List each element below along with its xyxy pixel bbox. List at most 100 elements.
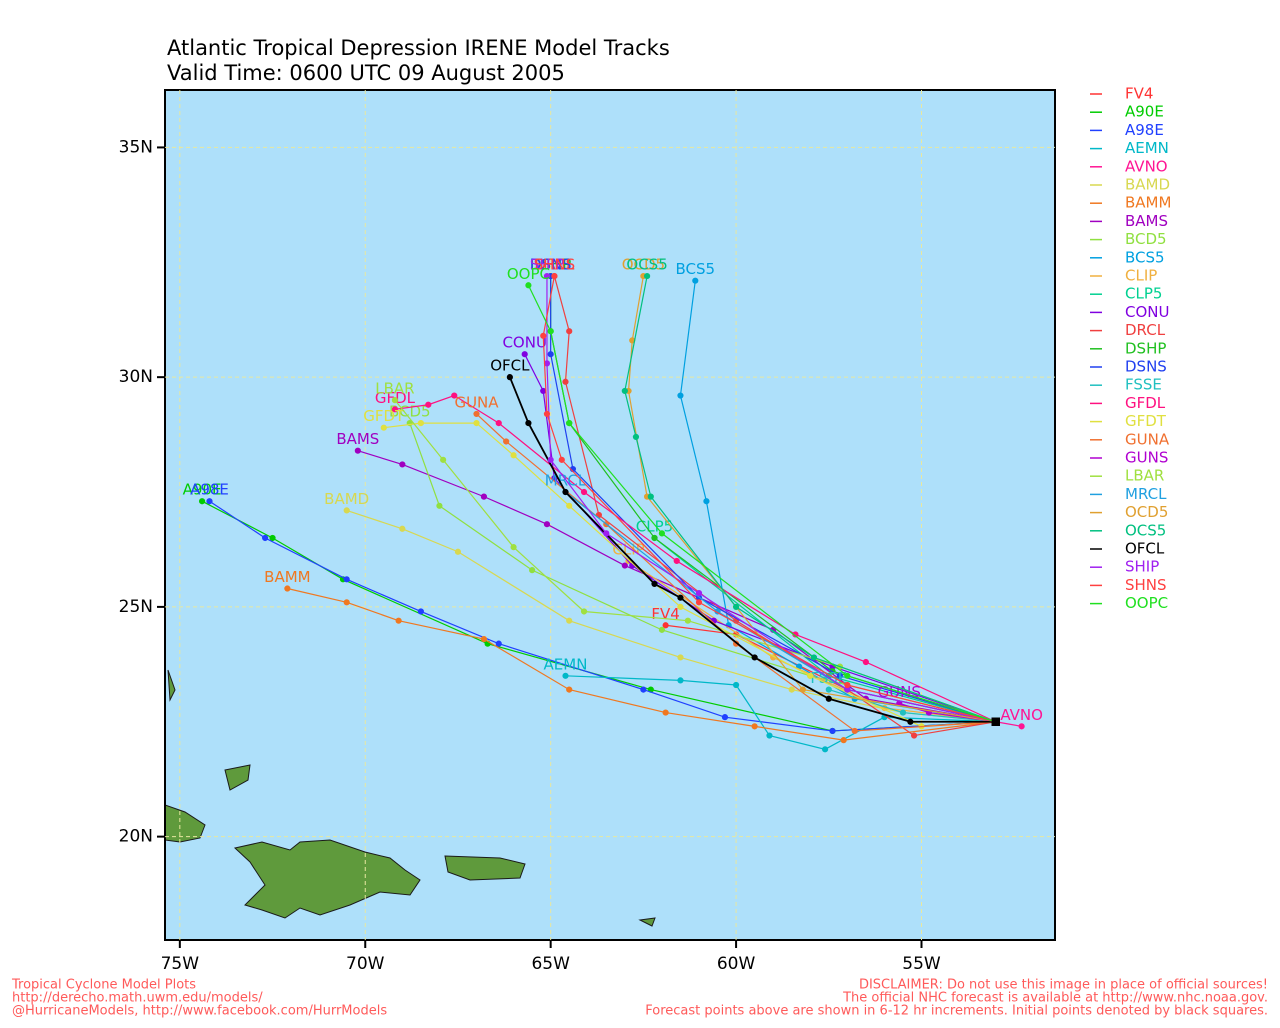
legend-label: MRCL [1125, 485, 1167, 503]
track-label: BAMD [324, 490, 369, 508]
track-point [380, 424, 387, 431]
track-point [562, 488, 569, 496]
footer: The official NHC forecast is available a… [842, 991, 1268, 1006]
track-label: OCS5 [626, 256, 667, 274]
track-point [732, 603, 740, 610]
track-point [547, 328, 554, 335]
track [343, 507, 1000, 726]
initial-point [991, 717, 1000, 726]
track-point [284, 585, 291, 592]
chart-title: Atlantic Tropical Depression IRENE Model… [167, 36, 670, 60]
legend-label: A90E [1125, 103, 1164, 121]
track-point [721, 714, 729, 721]
track-point [399, 525, 406, 532]
legend-label: FSSE [1125, 376, 1162, 394]
legend-label: GUNA [1125, 430, 1170, 448]
legend-label: A98E [1125, 121, 1164, 139]
track-label: LBAR [375, 380, 414, 398]
track-point [562, 378, 569, 385]
track-point [495, 420, 502, 427]
track-point [677, 654, 684, 661]
footer: http://derecho.math.uwm.edu/models/ [12, 991, 263, 1006]
island [167, 669, 176, 702]
track-point [677, 603, 684, 610]
track-point [540, 387, 547, 395]
track-point [751, 654, 758, 661]
track-point [1018, 723, 1025, 730]
legend-label: AVNO [1125, 157, 1168, 175]
track-point [643, 272, 651, 280]
hispaniola [233, 839, 421, 919]
track-point [677, 594, 684, 601]
track-point [510, 452, 517, 459]
track-point [677, 392, 684, 399]
track-point [651, 534, 658, 542]
track-point [525, 282, 532, 289]
plot-area [165, 90, 1055, 940]
track-label: BAMM [264, 568, 310, 586]
track-point [440, 456, 447, 463]
track-point [580, 488, 588, 496]
track-point [473, 410, 480, 418]
footer: @HurricaneModels, http://www.facebook.co… [12, 1004, 387, 1019]
track-line [550, 276, 996, 723]
track-point [851, 727, 858, 735]
legend-label: BCD5 [1125, 230, 1167, 248]
track-label: BAMS [336, 430, 379, 448]
track-label: OFCL [490, 357, 530, 375]
track-point [473, 420, 480, 427]
track-point [543, 521, 551, 528]
track-point [910, 732, 918, 739]
track-line [995, 721, 1022, 727]
track-point [692, 277, 699, 284]
x-tick-label: 75W [161, 954, 200, 974]
cuba [165, 804, 206, 843]
track-point [825, 686, 832, 693]
track-point [695, 599, 703, 606]
legend-label: DRCL [1125, 321, 1166, 339]
legend-label: OCD5 [1125, 503, 1168, 521]
track-point [566, 502, 573, 509]
track-point [343, 507, 350, 514]
track-point [540, 332, 547, 339]
track-point [684, 617, 691, 624]
track-point [506, 374, 513, 381]
plot-frame [164, 89, 1056, 941]
legend-label: CONU [1125, 303, 1169, 321]
track-point [417, 420, 424, 427]
track-label: SHIP [530, 256, 564, 274]
track-point [829, 727, 836, 735]
legend-label: OOPC [1125, 594, 1168, 612]
track-point [480, 635, 488, 643]
track-label: OCD5 [622, 256, 665, 274]
track-point [658, 626, 666, 633]
track-point [662, 622, 669, 629]
track-point [521, 351, 528, 358]
footer: DISCLAIMER: Do not use this image in pla… [859, 978, 1268, 993]
legend-label: BAMM [1125, 194, 1171, 212]
track-point [262, 534, 269, 542]
track-point [673, 557, 680, 565]
track-line [409, 422, 996, 723]
island [638, 917, 656, 927]
track-point [862, 658, 869, 666]
track-point [551, 272, 558, 280]
track-point [503, 438, 510, 445]
track-point [651, 580, 658, 588]
track-point [810, 654, 818, 661]
track-point [840, 737, 847, 744]
track-point [662, 709, 669, 716]
track-point [343, 599, 350, 606]
track-label: GUNA [454, 393, 499, 411]
legend-label: BCS5 [1125, 248, 1165, 266]
track-point [603, 530, 610, 537]
track-point [807, 672, 814, 679]
track [391, 392, 1000, 726]
track-label: SHNS [534, 256, 576, 274]
track-point [354, 447, 361, 454]
track-point [580, 608, 588, 615]
x-tick-label: 65W [531, 954, 570, 974]
legend-label: CLIP [1125, 267, 1157, 285]
track-point [566, 328, 573, 335]
